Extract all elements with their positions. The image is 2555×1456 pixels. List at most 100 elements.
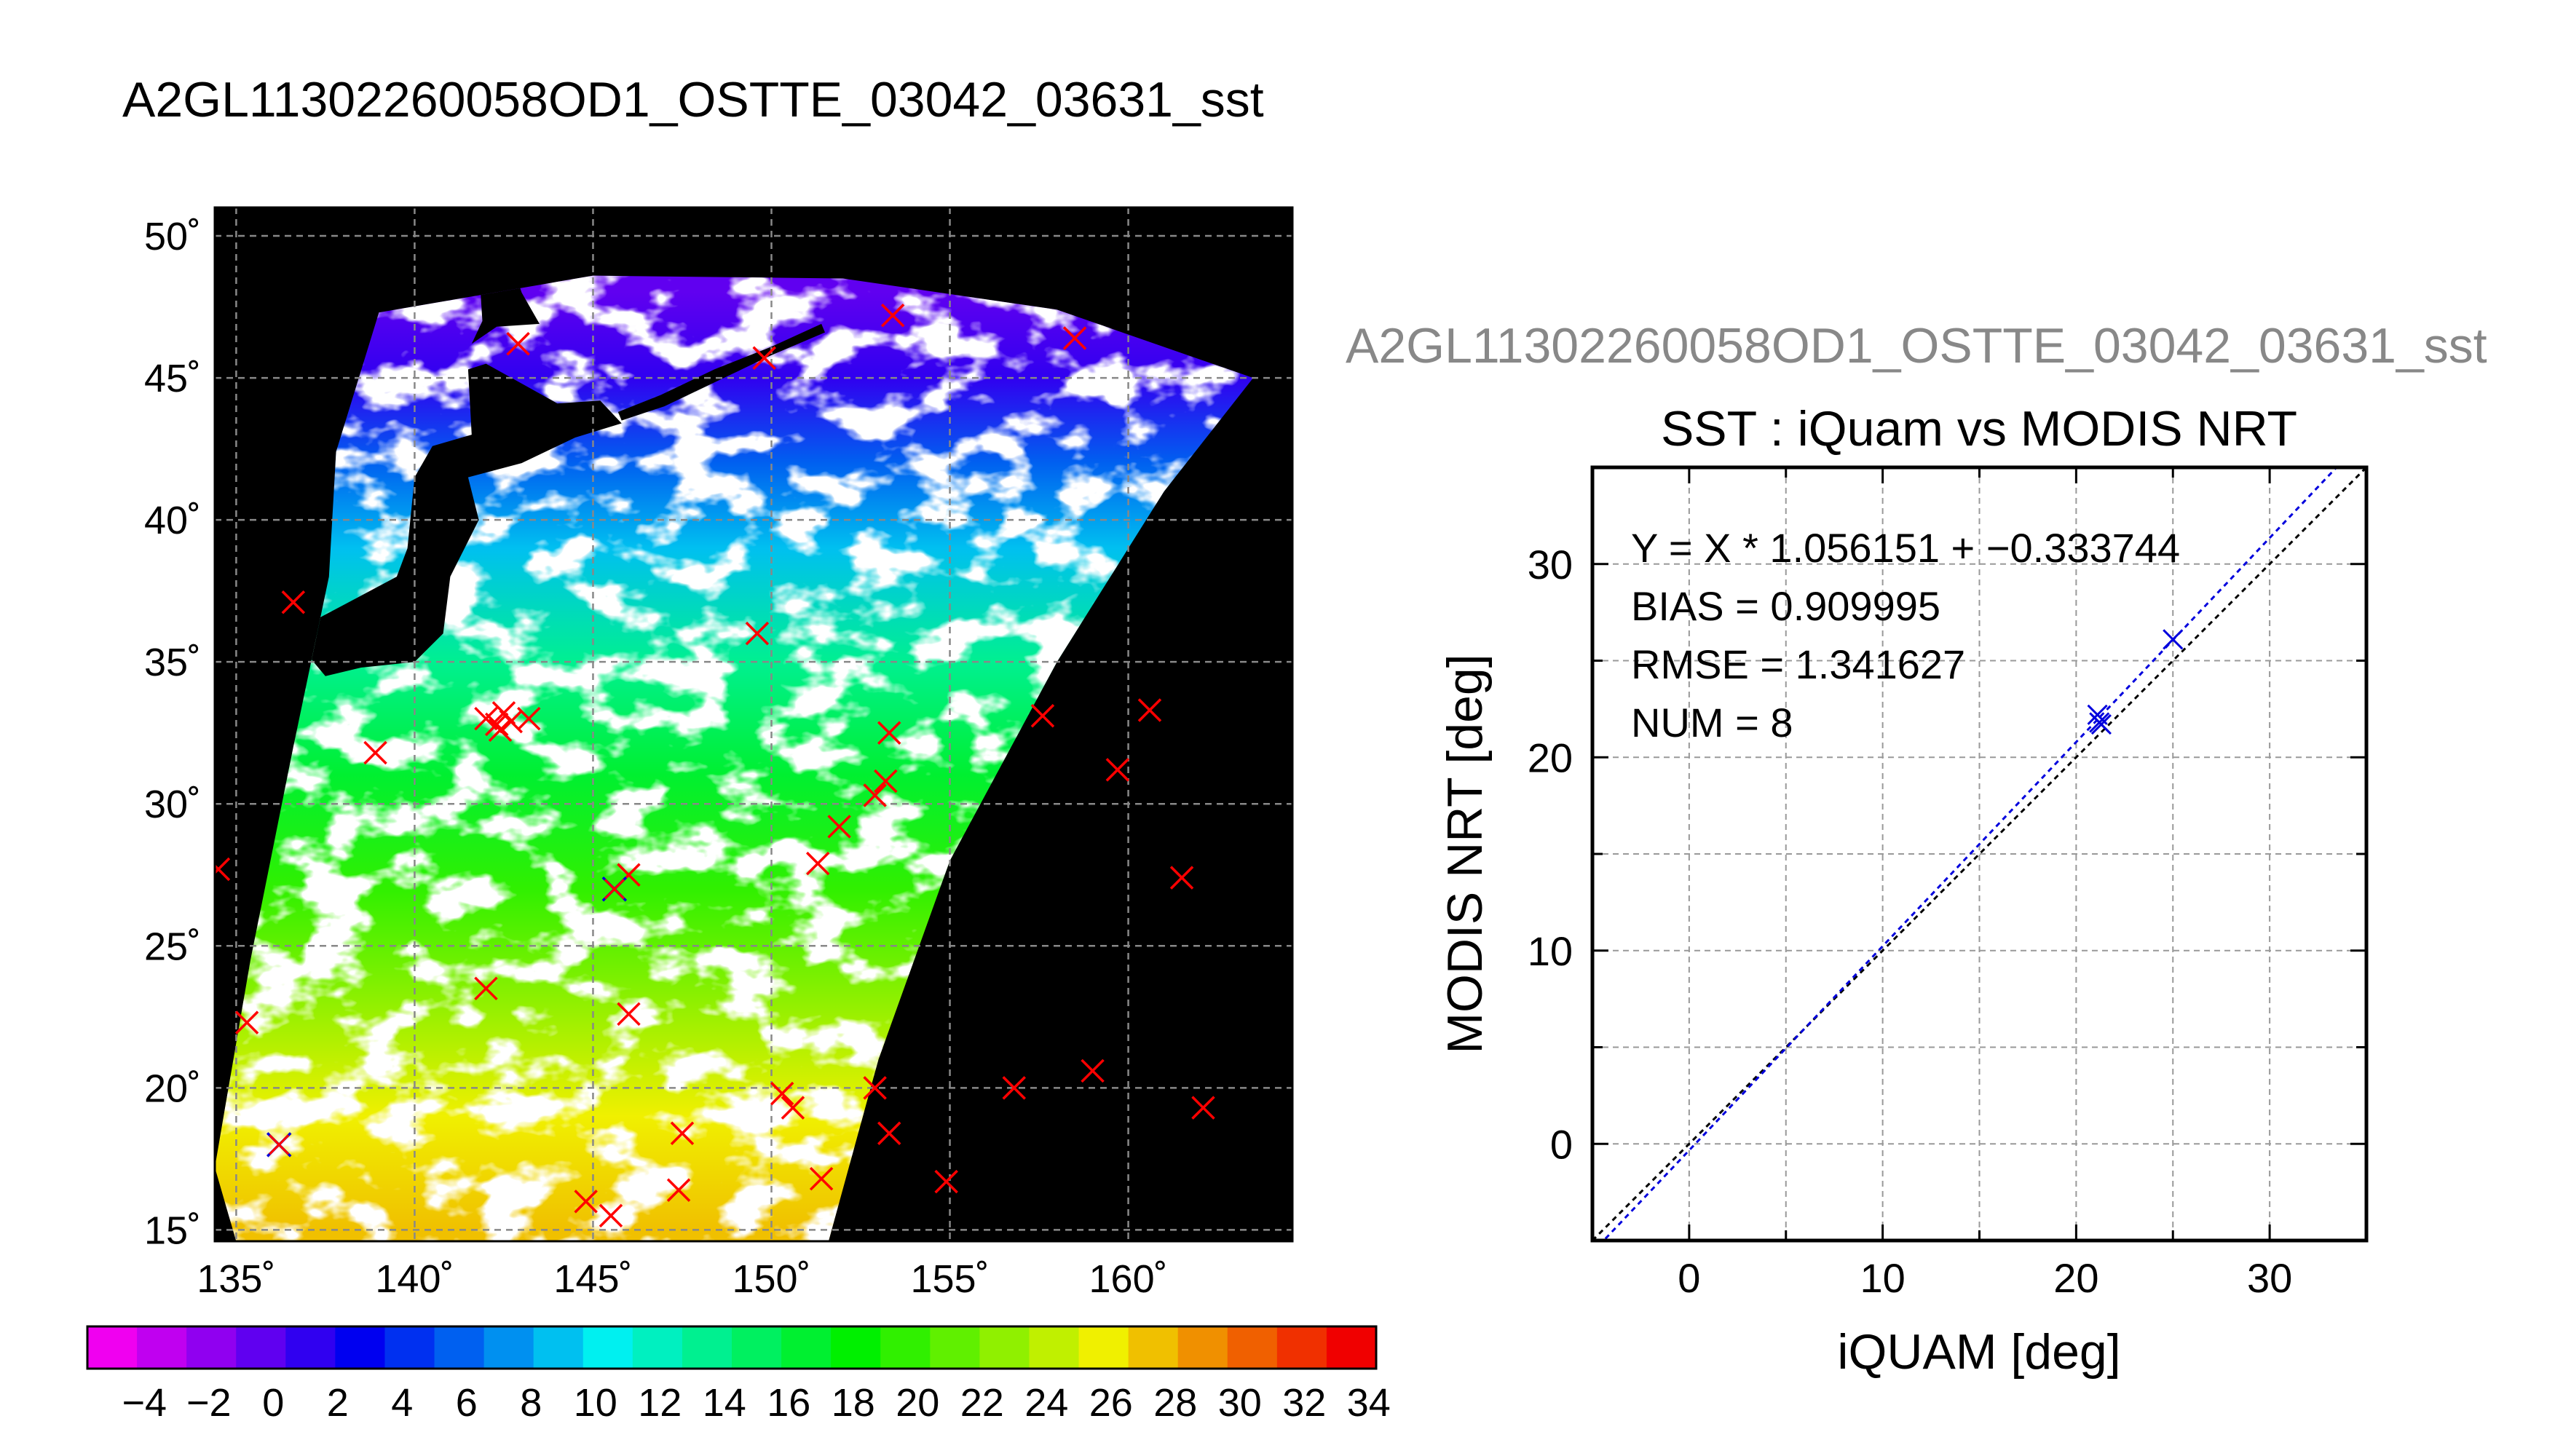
buoy-marker-red-28 (863, 1076, 887, 1100)
colorbar-swatch (1177, 1326, 1228, 1369)
scatter-ticks: 0 10 20 30 0 10 20 30 (1528, 467, 2366, 1301)
colorbar-swatch (285, 1326, 336, 1369)
colorbar-tick-label: 30 (1218, 1381, 1262, 1425)
buoy-marker-red-39 (1191, 1096, 1215, 1120)
map-buoys (215, 304, 1215, 1228)
colorbar-tick-label: 16 (767, 1381, 810, 1425)
colorbar-swatch (732, 1326, 782, 1369)
colorbar-tick-label: 28 (1153, 1381, 1197, 1425)
buoy-marker-red-24 (827, 815, 851, 839)
one-to-one-line (1592, 467, 2366, 1241)
scatter-point-3 (2163, 629, 2184, 650)
colorbar-tick-label: 6 (456, 1381, 478, 1425)
map-title: A2GL11302260058OD1_OSTTE_03042_03631_sst (122, 72, 1264, 127)
buoy-marker-red-32 (1030, 704, 1055, 728)
colorbar-tick-label: 12 (638, 1381, 682, 1425)
colorbar-swatch (632, 1326, 683, 1369)
colorbar-swatch (583, 1326, 633, 1369)
map-x-tick-label: 160˚ (1089, 1257, 1168, 1301)
colorbar-tick-label: 18 (832, 1381, 875, 1425)
buoy-marker-red-36 (1105, 758, 1130, 782)
colorbar-swatch (831, 1326, 881, 1369)
map-y-tick-label: 25˚ (144, 925, 201, 968)
buoy-marker-red-3 (363, 740, 387, 765)
x-tick-label: 20 (2053, 1255, 2098, 1301)
map-x-tick-label: 135˚ (197, 1257, 275, 1301)
scatter-title: SST : iQuam vs MODIS NRT (1661, 401, 2297, 456)
map-tick-labels: 135˚ 140˚ 145˚ 150˚ 155˚ 160˚ 15˚ 20˚ 25˚ 30˚ 35˚ 4… (144, 206, 1294, 1301)
buoy-marker-red-11 (506, 332, 530, 356)
colorbar-swatch (384, 1326, 435, 1369)
buoy-marker-red-34 (1002, 1076, 1026, 1100)
land-japan (289, 363, 622, 676)
buoy-marker-red-25 (863, 783, 887, 807)
scatter-supertitle: A2GL11302260058OD1_OSTTE_03042_03631_sst (1346, 318, 2487, 373)
colorbar-swatch (533, 1326, 584, 1369)
colorbar-tick-label: 0 (262, 1381, 284, 1425)
colorbar-swatch (1227, 1326, 1278, 1369)
buoy-marker-red-1 (234, 1010, 259, 1034)
buoy-marker-red-20 (770, 1081, 794, 1106)
colorbar-tick-label: 14 (703, 1381, 746, 1425)
buoy-marker-red-0 (215, 857, 231, 882)
buoy-marker-red-10 (488, 718, 513, 743)
buoy-marker-red-6 (484, 712, 509, 737)
colorbar-tick-label: −4 (122, 1381, 167, 1425)
y-tick-label: 10 (1528, 928, 1573, 974)
buoy-marker-red-22 (805, 851, 830, 876)
buoy-marker-red-4 (474, 976, 498, 1001)
buoy-marker-red-9 (517, 706, 541, 731)
y-tick-label: 0 (1550, 1121, 1573, 1167)
colorbar-tick-label: 10 (574, 1381, 617, 1425)
colorbar-tick-label: 20 (896, 1381, 939, 1425)
map-y-tick-label: 30˚ (144, 783, 201, 826)
stats-annotation-0: Y = X * 1.056151 + −0.333744 (1631, 525, 2180, 571)
scatter-point-2 (2090, 714, 2112, 735)
map-y-tick-label: 15˚ (144, 1208, 201, 1252)
buoy-marker-red-14 (670, 1121, 695, 1145)
colorbar-swatch (1326, 1326, 1377, 1369)
colorbar-tick-label: 4 (391, 1381, 413, 1425)
colorbar-tick-label: 34 (1347, 1381, 1391, 1425)
colorbar-swatch (335, 1326, 386, 1369)
scatter-points (2087, 629, 2184, 735)
buoy-marker-red-18 (752, 346, 776, 370)
y-axis-label: MODIS NRT [deg] (1437, 654, 1493, 1053)
buoy-marker-blue-overlay-0 (604, 879, 625, 900)
buoy-marker-red-17 (599, 1203, 623, 1228)
x-axis-label: iQUAM [deg] (1837, 1324, 2120, 1380)
colorbar-swatch (1029, 1326, 1080, 1369)
map-x-tick-label: 140˚ (375, 1257, 454, 1301)
buoy-marker-red-29 (877, 1121, 901, 1145)
scatter-grid (1592, 467, 2366, 1241)
buoy-marker-red-23 (809, 1166, 834, 1191)
colorbar-swatch (1276, 1326, 1327, 1369)
buoy-marker-red-16 (574, 1190, 598, 1214)
map-x-tick-label: 155˚ (910, 1257, 989, 1301)
map-x-tick-label: 145˚ (553, 1257, 632, 1301)
y-tick-label: 20 (1528, 735, 1573, 780)
map-y-tick-label: 20˚ (144, 1067, 201, 1110)
x-tick-label: 10 (1860, 1255, 1905, 1301)
colorbar-swatch (87, 1326, 138, 1369)
sst-map: 135˚ 140˚ 145˚ 150˚ 155˚ 160˚ 15˚ 20˚ 25˚ 30˚ 35˚ 4… (144, 206, 1294, 1301)
map-y-tick-label: 45˚ (144, 357, 201, 400)
colorbar-swatch (930, 1326, 980, 1369)
buoy-marker-red-27 (877, 721, 901, 745)
stats-annotation-3: NUM = 8 (1631, 700, 1793, 745)
colorbar-tick-label: 8 (520, 1381, 542, 1425)
colorbar-swatch (979, 1326, 1030, 1369)
map-x-tick-label: 150˚ (732, 1257, 810, 1301)
colorbar-swatch (781, 1326, 832, 1369)
colorbar-tick-label: 22 (960, 1381, 1004, 1425)
buoy-marker-red-5 (474, 706, 498, 731)
buoy-marker-red-31 (880, 304, 905, 328)
buoy-marker-red-13 (617, 1002, 641, 1026)
map-frame (213, 206, 1294, 1243)
colorbar-tick-label: 32 (1282, 1381, 1326, 1425)
colorbar-swatch (483, 1326, 534, 1369)
colorbar-tick-label: 2 (327, 1381, 349, 1425)
colorbar-swatch (434, 1326, 485, 1369)
buoy-marker-red-19 (745, 621, 770, 646)
